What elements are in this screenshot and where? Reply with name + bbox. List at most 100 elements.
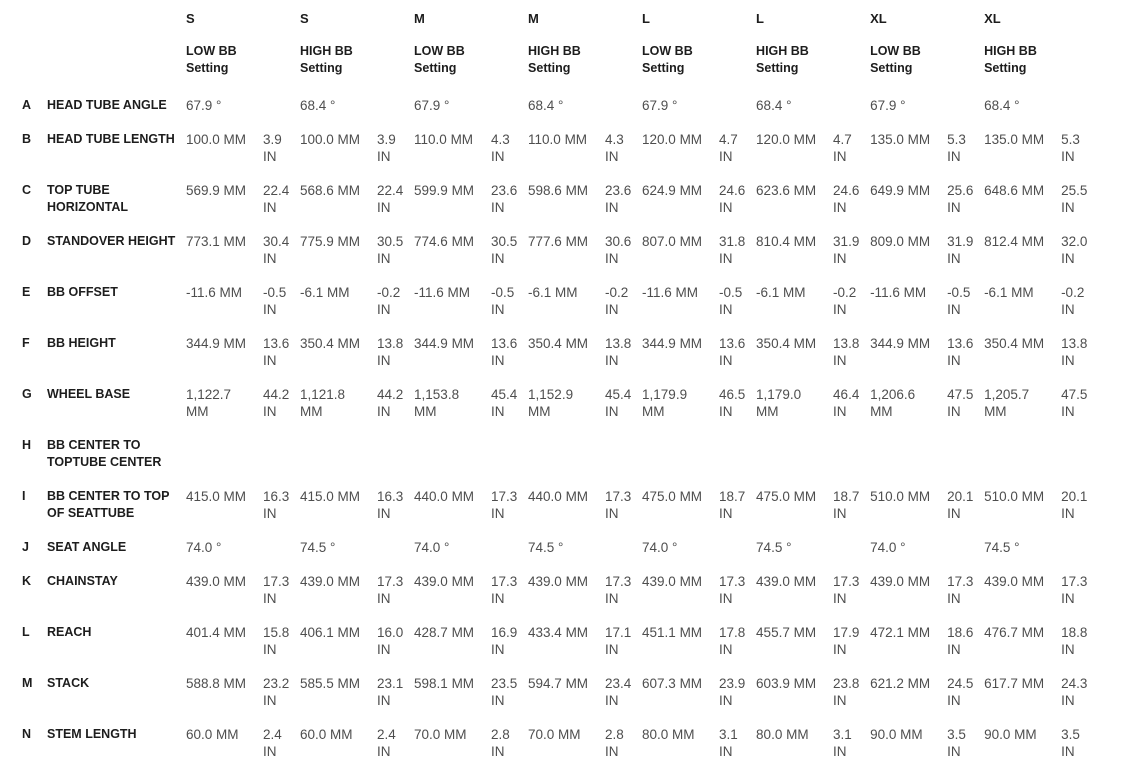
value-in: 23.6 IN: [605, 183, 632, 215]
value-mm: 617.7 MM: [984, 676, 1045, 691]
setting-header-cell: HIGH BB Setting: [528, 43, 642, 97]
value-in: -0.2 IN: [605, 285, 629, 317]
value-mm: -6.1 MM: [984, 285, 1034, 300]
value-mm: 1,206.6 MM: [870, 387, 916, 419]
value-mm: 415.0 MM: [186, 489, 247, 504]
value-in: 3.5 IN: [947, 727, 966, 759]
value-in: 46.5 IN: [719, 387, 746, 419]
value-mm: [870, 437, 947, 488]
value-in: 18.8 IN: [1061, 625, 1088, 657]
value-in: [833, 97, 870, 131]
header-spacer: [22, 43, 186, 97]
row-label: CHAINSTAY: [47, 573, 186, 624]
value-in: 17.1 IN: [605, 625, 632, 657]
value-in: 16.3 IN: [377, 489, 404, 521]
setting-header-row: LOW BB Setting HIGH BB Setting LOW BB Sett…: [22, 43, 1098, 97]
value-mm: 68.4 °: [984, 98, 1020, 113]
row-label: STACK: [47, 675, 186, 726]
row-label-line: REACH: [47, 625, 92, 639]
row-label: BB HEIGHT: [47, 335, 186, 386]
value-mm: 809.0 MM: [870, 234, 931, 249]
value-mm: 74.5 °: [300, 540, 336, 555]
value-in: 3.1 IN: [719, 727, 738, 759]
value-mm: [528, 437, 605, 488]
value-in: 24.6 IN: [833, 183, 860, 215]
value-in: 30.5 IN: [377, 234, 404, 266]
value-mm: 74.5 °: [756, 540, 792, 555]
value-in: 2.8 IN: [605, 727, 624, 759]
value-in: 5.3 IN: [1061, 132, 1080, 164]
row-label-line: HEAD TUBE ANGLE: [47, 98, 167, 112]
row-letter: A: [22, 98, 32, 112]
value-mm: 350.4 MM: [528, 336, 589, 351]
value-in: 23.6 IN: [491, 183, 518, 215]
setting-header-cell: LOW BB Setting: [186, 43, 300, 97]
geometry-row: A HEAD TUBE ANGLE 67.9 ° 68.4 ° 67.9 ° 68.4 °…: [22, 97, 1098, 131]
value-in: 47.5 IN: [947, 387, 974, 419]
value-in: 4.3 IN: [605, 132, 624, 164]
value-in: 13.6 IN: [263, 336, 290, 368]
row-label: REACH: [47, 624, 186, 675]
value-in: 30.5 IN: [491, 234, 518, 266]
value-mm: 773.1 MM: [186, 234, 247, 249]
row-label-line: BB OFFSET: [47, 285, 118, 299]
size-header: L: [756, 11, 764, 26]
value-in: 24.6 IN: [719, 183, 746, 215]
value-mm: 406.1 MM: [300, 625, 361, 640]
value-in: 17.3 IN: [947, 574, 974, 606]
value-in: -0.5 IN: [719, 285, 743, 317]
value-mm: 1,122.7 MM: [186, 387, 232, 419]
value-mm: 440.0 MM: [414, 489, 475, 504]
value-in: [605, 97, 642, 131]
value-mm: 440.0 MM: [528, 489, 589, 504]
setting-header-cell: LOW BB Setting: [414, 43, 528, 97]
row-letter: M: [22, 676, 33, 690]
value-mm: 439.0 MM: [642, 574, 703, 589]
value-mm: 344.9 MM: [414, 336, 475, 351]
value-mm: 135.0 MM: [984, 132, 1045, 147]
value-mm: 74.0 °: [414, 540, 450, 555]
value-mm: 439.0 MM: [984, 574, 1045, 589]
value-in: 16.3 IN: [263, 489, 290, 521]
value-in: 16.0 IN: [377, 625, 404, 657]
row-label: HEAD TUBE LENGTH: [47, 131, 186, 182]
value-in: 16.9 IN: [491, 625, 518, 657]
value-in: 3.1 IN: [833, 727, 852, 759]
row-label: BB CENTER TO TOP OF SEATTUBE: [47, 488, 186, 539]
value-mm: 70.0 MM: [528, 727, 581, 742]
value-in: [947, 97, 984, 131]
value-mm: 1,179.0 MM: [756, 387, 802, 419]
row-label-line: WHEEL BASE: [47, 387, 131, 401]
value-mm: 475.0 MM: [642, 489, 703, 504]
value-mm: 1,179.9 MM: [642, 387, 688, 419]
value-in: 44.2 IN: [377, 387, 404, 419]
value-in: 13.8 IN: [605, 336, 632, 368]
value-mm: 810.4 MM: [756, 234, 817, 249]
value-mm: [186, 437, 263, 488]
value-in: [1061, 97, 1098, 131]
value-mm: 70.0 MM: [414, 727, 467, 742]
value-mm: 120.0 MM: [642, 132, 703, 147]
size-header: S: [300, 11, 309, 26]
size-header: M: [528, 11, 539, 26]
setting-header: HIGH BB Setting: [300, 44, 353, 75]
row-letter: L: [22, 625, 30, 639]
setting-header: HIGH BB Setting: [756, 44, 809, 75]
value-mm: 350.4 MM: [756, 336, 817, 351]
row-label-line: SEAT ANGLE: [47, 540, 127, 554]
value-in: 32.0 IN: [1061, 234, 1088, 266]
value-mm: 774.6 MM: [414, 234, 475, 249]
row-label: HEAD TUBE ANGLE: [47, 97, 186, 131]
value-in: 30.6 IN: [605, 234, 632, 266]
value-mm: 415.0 MM: [300, 489, 361, 504]
value-in: [491, 97, 528, 131]
value-in: 30.4 IN: [263, 234, 290, 266]
value-in: 13.6 IN: [719, 336, 746, 368]
value-in: 17.3 IN: [719, 574, 746, 606]
value-in: 23.8 IN: [833, 676, 860, 708]
value-mm: 67.9 °: [186, 98, 222, 113]
value-mm: 598.6 MM: [528, 183, 589, 198]
value-mm: 476.7 MM: [984, 625, 1045, 640]
value-in: 17.3 IN: [491, 489, 518, 521]
setting-header: LOW BB Setting: [186, 44, 237, 75]
